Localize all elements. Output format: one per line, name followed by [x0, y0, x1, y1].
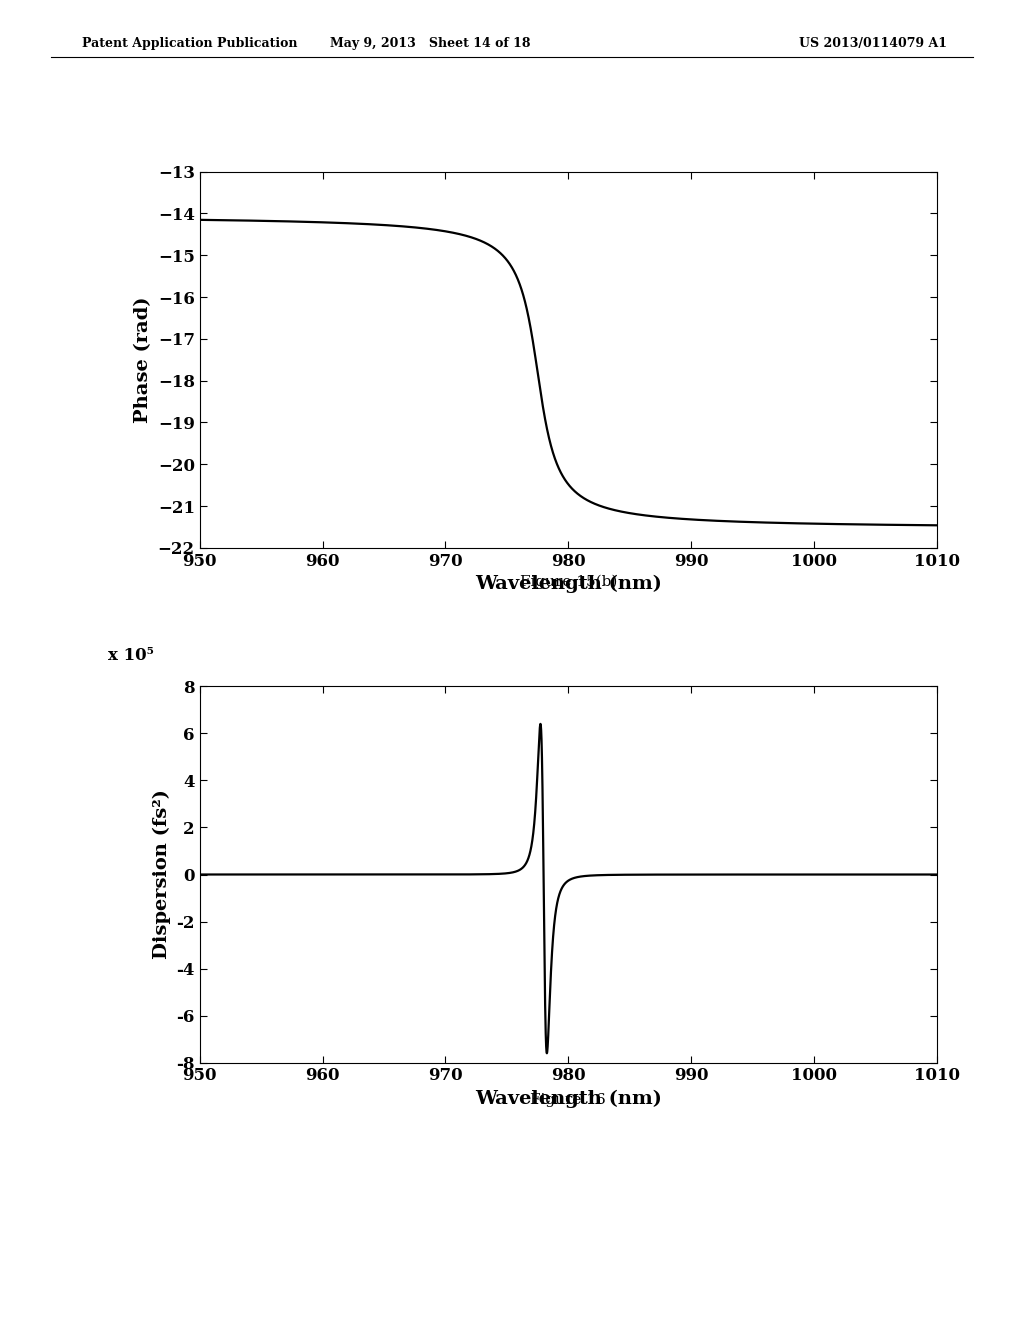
- Text: May 9, 2013   Sheet 14 of 18: May 9, 2013 Sheet 14 of 18: [330, 37, 530, 50]
- Text: x 10⁵: x 10⁵: [108, 647, 154, 664]
- X-axis label: Wavelength (nm): Wavelength (nm): [475, 1090, 662, 1109]
- Text: Figure 15(b): Figure 15(b): [519, 574, 617, 589]
- Text: US 2013/0114079 A1: US 2013/0114079 A1: [799, 37, 947, 50]
- Y-axis label: Phase (rad): Phase (rad): [134, 297, 153, 422]
- X-axis label: Wavelength (nm): Wavelength (nm): [475, 576, 662, 594]
- Text: Figure 16: Figure 16: [530, 1093, 606, 1107]
- Y-axis label: Dispersion (fs²): Dispersion (fs²): [153, 789, 171, 960]
- Text: Patent Application Publication: Patent Application Publication: [82, 37, 297, 50]
